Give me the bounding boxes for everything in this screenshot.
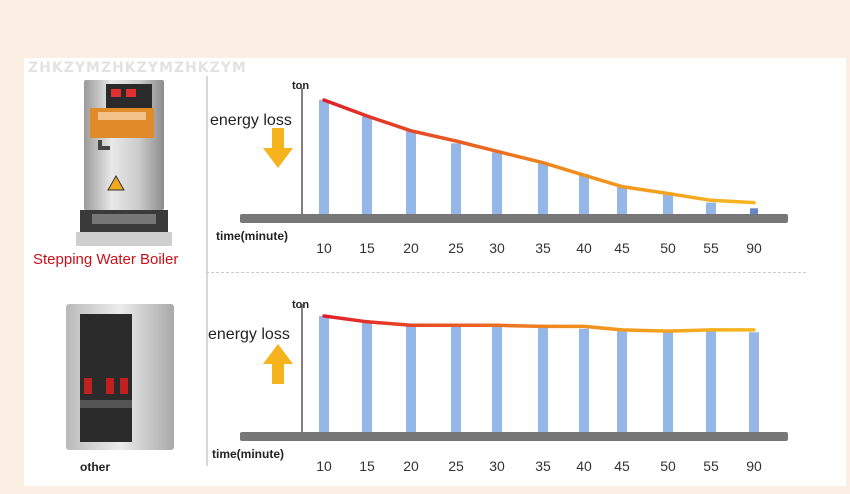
- chart-2-bar-35: [538, 327, 548, 432]
- chart-2-ylabel: ton: [292, 299, 310, 311]
- chart-2-xlabel: time(minute): [212, 447, 284, 461]
- chart-1-bar-30: [492, 152, 502, 214]
- horizontal-divider: [206, 272, 806, 273]
- chart-2-arrow-up-icon: [263, 344, 293, 384]
- chart-1-tick-label-45: 45: [614, 240, 630, 256]
- chart-1-annotation: energy loss: [210, 112, 292, 129]
- chart-2-bar-90: [749, 332, 759, 432]
- watermark-text: ZHKZYMZHKZYMZHKZYM: [28, 60, 247, 76]
- chart-1-bar-90: [750, 208, 758, 214]
- chart-1-tick-label-50: 50: [660, 240, 676, 256]
- product-label-other: other: [80, 460, 110, 474]
- vertical-divider: [206, 76, 208, 466]
- chart-2-bar-30: [492, 326, 502, 432]
- chart-1-bar-25: [451, 143, 461, 214]
- product-label-stepping-water-boiler: Stepping Water Boiler: [33, 251, 179, 268]
- chart-1-bar-40: [579, 174, 589, 214]
- chart-2-tick-label-30: 30: [489, 458, 505, 474]
- chart-1-tick-label-90: 90: [746, 240, 762, 256]
- chart-1-bar-10: [319, 100, 329, 214]
- chart-1-bar-20: [406, 130, 416, 214]
- stepping-water-boiler-image: [76, 80, 172, 246]
- chart-2-bar-55: [706, 331, 716, 432]
- chart-1-line-series: [322, 98, 756, 205]
- chart-2-bar-45: [617, 331, 627, 432]
- chart-1-bar-35: [538, 162, 548, 214]
- chart-1-tick-label-40: 40: [576, 240, 592, 256]
- chart-1-bar-55: [706, 202, 716, 214]
- chart-1-tick-label-35: 35: [535, 240, 551, 256]
- chart-2-bar-50: [663, 331, 673, 432]
- chart-2-tick-label-90: 90: [746, 458, 762, 474]
- chart-1-tick-label-20: 20: [403, 240, 419, 256]
- chart-2-x-axis: [240, 432, 788, 441]
- chart-2-line-series: [322, 314, 756, 333]
- chart-1-xlabel: time(minute): [216, 229, 288, 243]
- chart-1-arrow-down-icon: [263, 128, 293, 168]
- chart-2-tick-label-15: 15: [359, 458, 375, 474]
- chart-2-bar-15: [362, 321, 372, 432]
- chart-2-tick-label-40: 40: [576, 458, 592, 474]
- chart-2-bar-10: [319, 316, 329, 432]
- chart-1-x-axis: [240, 214, 788, 223]
- chart-2-tick-label-45: 45: [614, 458, 630, 474]
- chart-1-bar-15: [362, 115, 372, 214]
- chart-1-ylabel: ton: [292, 80, 310, 92]
- chart-2-annotation: energy loss: [208, 326, 290, 343]
- chart-2-tick-label-20: 20: [403, 458, 419, 474]
- chart-2-bar-20: [406, 325, 416, 432]
- chart-1-tick-label-15: 15: [359, 240, 375, 256]
- chart-2-tick-label-50: 50: [660, 458, 676, 474]
- chart-2-tick-label-25: 25: [448, 458, 464, 474]
- chart-1-tick-label-10: 10: [316, 240, 332, 256]
- chart-1-tick-label-25: 25: [448, 240, 464, 256]
- other-water-boiler-image: [66, 304, 174, 450]
- chart-1-bar-50: [663, 194, 673, 214]
- chart-2-tick-label-10: 10: [316, 458, 332, 474]
- chart-1-bar-45: [617, 186, 627, 214]
- chart-2-tick-label-35: 35: [535, 458, 551, 474]
- chart-2-bar-25: [451, 326, 461, 432]
- chart-2-tick-label-55: 55: [703, 458, 719, 474]
- chart-2-bar-40: [579, 328, 589, 432]
- chart-1-tick-label-55: 55: [703, 240, 719, 256]
- chart-1-tick-label-30: 30: [489, 240, 505, 256]
